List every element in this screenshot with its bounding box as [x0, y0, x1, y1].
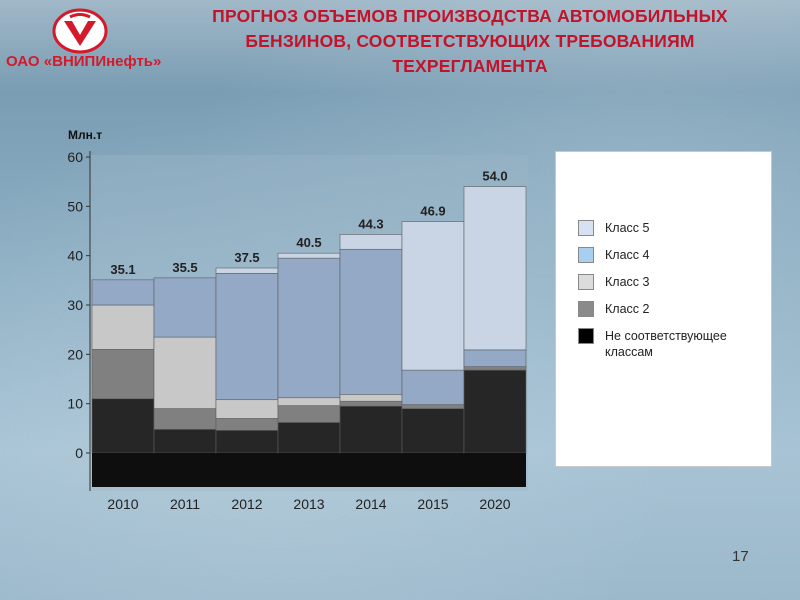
total-data-label: 54.0 — [482, 169, 507, 184]
bar-segment — [91, 304, 155, 350]
x-tick-label: 2015 — [417, 496, 448, 512]
bar-segment — [401, 404, 465, 409]
bar-segment — [277, 397, 341, 406]
bar-segment — [215, 273, 279, 401]
bar-segment — [277, 422, 341, 454]
y-tick-label: 0 — [75, 445, 83, 461]
bar-segment — [339, 248, 403, 395]
bar-segment — [401, 221, 465, 371]
y-tick-label: 20 — [67, 346, 83, 362]
x-tick-label: 2013 — [293, 496, 324, 512]
total-data-label: 40.5 — [296, 235, 321, 250]
bar-base — [216, 453, 278, 487]
header-band — [0, 0, 800, 92]
y-tick-label: 10 — [67, 396, 83, 412]
bar-base — [402, 453, 464, 487]
bar-base — [278, 453, 340, 487]
y-tick-label: 40 — [67, 248, 83, 264]
bar-base — [464, 453, 526, 487]
bar-segment — [91, 279, 155, 306]
title-line: БЕНЗИНОВ, СООТВЕТСТВУЮЩИХ ТРЕБОВАНИЯМ — [245, 31, 695, 51]
y-tick-label: 30 — [67, 297, 83, 313]
x-tick-label: 2010 — [107, 496, 138, 512]
bar-segment — [277, 252, 341, 259]
bar-segment — [401, 369, 465, 405]
legend-label: Класс 2 — [605, 302, 650, 316]
legend-swatch — [578, 247, 594, 263]
bar-segment — [91, 398, 155, 454]
legend-label: Не соответствующее классам — [605, 329, 727, 359]
total-data-label: 37.5 — [234, 250, 259, 265]
page-number: 17 — [732, 548, 749, 565]
bar-segment — [401, 408, 465, 454]
x-tick-label: 2011 — [170, 496, 200, 512]
company-name: ОАО «ВНИПИнефть» — [6, 53, 162, 70]
title-line: ТЕХРЕГЛАМЕНТА — [392, 56, 548, 76]
total-data-label: 44.3 — [358, 216, 383, 231]
legend-swatch — [578, 301, 594, 317]
x-tick-label: 2012 — [231, 496, 262, 512]
bar-segment — [215, 399, 279, 419]
bar-segment — [277, 405, 341, 423]
bar-segment — [339, 234, 403, 250]
bar-segment — [339, 393, 403, 402]
bar-segment — [153, 277, 217, 338]
bar-base — [154, 453, 216, 487]
total-data-label: 35.5 — [172, 260, 197, 275]
bar-segment — [339, 405, 403, 454]
legend: Класс 5 Класс 4 Класс 3 Класс 2 Не соотв… — [555, 151, 772, 467]
bar-segment — [339, 400, 403, 407]
y-axis-label: Млн.т — [68, 128, 103, 142]
legend-label: Класс 4 — [605, 248, 650, 262]
bar-base — [340, 453, 402, 487]
bar-segment — [277, 257, 341, 399]
bar-segment — [215, 430, 279, 454]
title-line: ПРОГНОЗ ОБЪЕМОВ ПРОИЗВОДСТВА АВТОМОБИЛЬН… — [212, 6, 728, 26]
legend-label: Класс 3 — [605, 275, 650, 289]
legend-swatch — [578, 274, 594, 290]
y-tick-label: 60 — [67, 149, 83, 165]
total-data-label: 46.9 — [420, 204, 445, 219]
bar-segment — [153, 429, 217, 454]
legend-swatch — [578, 220, 594, 236]
bar-segment — [463, 186, 527, 351]
total-data-label: 35.1 — [110, 262, 135, 277]
bar-segment — [91, 349, 155, 400]
bar-segment — [215, 418, 279, 431]
bar-base — [92, 453, 154, 487]
bar-segment — [153, 408, 217, 430]
company-logo-icon — [52, 8, 108, 54]
page-title: ПРОГНОЗ ОБЪЕМОВ ПРОИЗВОДСТВА АВТОМОБИЛЬН… — [160, 4, 780, 79]
legend-label: Класс 5 — [605, 221, 650, 235]
bar-segment — [463, 349, 527, 367]
x-tick-label: 2014 — [355, 496, 386, 512]
bar-segment — [153, 336, 217, 409]
y-tick-label: 50 — [67, 198, 83, 214]
legend-swatch — [578, 328, 594, 344]
bar-segment — [463, 366, 527, 371]
bar-segment — [463, 369, 527, 454]
bar-segment — [215, 267, 279, 274]
x-tick-label: 2020 — [479, 496, 510, 512]
